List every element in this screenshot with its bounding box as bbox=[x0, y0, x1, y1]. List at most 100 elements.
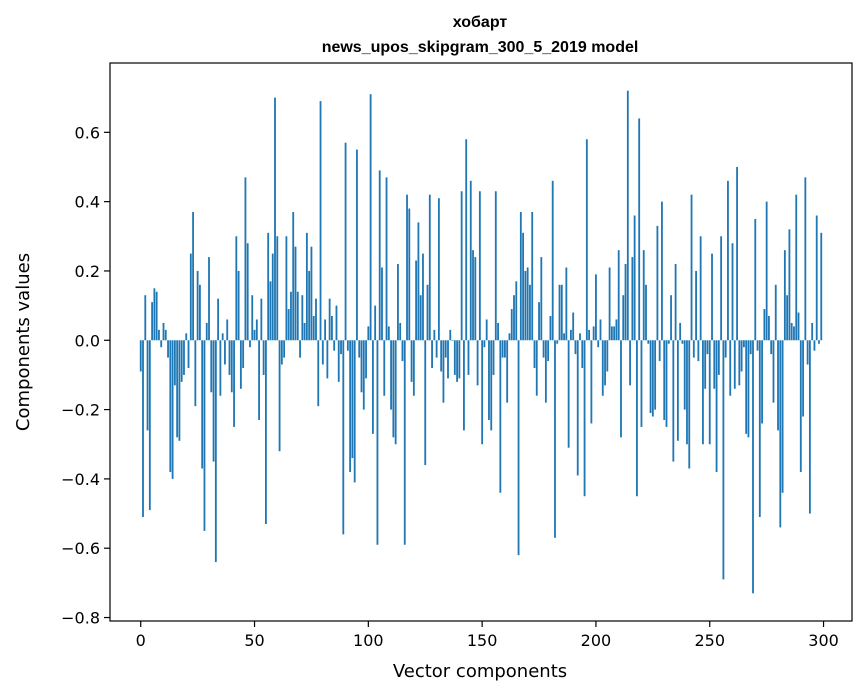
bar bbox=[483, 340, 486, 348]
bar bbox=[581, 340, 584, 368]
bar bbox=[403, 340, 406, 545]
bar bbox=[713, 340, 716, 389]
bar bbox=[144, 295, 147, 341]
bar bbox=[683, 340, 686, 410]
bar bbox=[551, 180, 554, 341]
bar bbox=[544, 340, 547, 403]
bar bbox=[374, 305, 377, 341]
bar bbox=[490, 340, 493, 431]
x-tick-label: 300 bbox=[808, 631, 839, 650]
bar bbox=[453, 340, 456, 375]
bar bbox=[474, 257, 477, 341]
bar bbox=[333, 340, 336, 351]
bar bbox=[146, 340, 149, 431]
bar bbox=[752, 340, 754, 594]
bar bbox=[178, 340, 181, 441]
bar bbox=[717, 340, 720, 375]
bar bbox=[192, 212, 194, 341]
bar bbox=[458, 340, 461, 379]
bar bbox=[758, 340, 761, 518]
bar bbox=[351, 340, 354, 459]
bar bbox=[599, 319, 602, 341]
bar bbox=[702, 340, 704, 445]
bar bbox=[280, 340, 283, 365]
bar bbox=[449, 329, 452, 341]
bar bbox=[654, 340, 657, 410]
bar bbox=[431, 340, 433, 368]
bar bbox=[622, 295, 625, 341]
bar bbox=[560, 284, 563, 341]
x-axis-label: Vector components bbox=[393, 661, 567, 682]
bar bbox=[383, 340, 386, 396]
bar bbox=[205, 322, 208, 341]
bar bbox=[262, 340, 265, 375]
bar bbox=[579, 333, 581, 341]
bar bbox=[460, 191, 463, 341]
bar bbox=[187, 340, 190, 368]
bar bbox=[219, 340, 222, 396]
bar bbox=[365, 340, 367, 379]
bar bbox=[813, 340, 816, 351]
bar bbox=[747, 340, 750, 438]
bar bbox=[294, 246, 297, 341]
bar bbox=[665, 340, 668, 427]
bar bbox=[422, 253, 424, 341]
bar bbox=[820, 232, 823, 341]
bar bbox=[488, 340, 490, 420]
bar bbox=[804, 177, 807, 341]
bar bbox=[426, 284, 429, 341]
bar bbox=[244, 177, 247, 341]
bar bbox=[631, 257, 634, 341]
bar bbox=[142, 340, 144, 518]
bar bbox=[481, 340, 484, 445]
bar bbox=[271, 253, 274, 341]
bar bbox=[155, 291, 158, 341]
bar bbox=[463, 340, 465, 431]
bar bbox=[569, 329, 572, 341]
bar bbox=[808, 340, 811, 514]
bar bbox=[371, 340, 374, 434]
bar bbox=[754, 218, 757, 341]
bar bbox=[772, 340, 775, 403]
bar bbox=[198, 284, 201, 341]
bar bbox=[292, 212, 295, 341]
bar bbox=[151, 302, 154, 341]
bar bbox=[535, 340, 538, 396]
y-tick-label: 0.2 bbox=[75, 262, 100, 281]
bar bbox=[656, 225, 659, 341]
bar bbox=[478, 191, 481, 341]
y-axis-ticks: −0.8 −0.6 −0.4 −0.2 0.0 0.2 0.4 0.6 bbox=[61, 123, 110, 628]
bar bbox=[629, 340, 631, 386]
bar bbox=[239, 340, 242, 389]
bar bbox=[194, 340, 197, 407]
bar bbox=[508, 333, 511, 341]
bar bbox=[497, 322, 499, 341]
bar bbox=[722, 340, 725, 580]
bar bbox=[763, 309, 766, 341]
bar bbox=[510, 309, 513, 341]
bar bbox=[358, 340, 361, 358]
y-tick-label: 0.0 bbox=[75, 331, 100, 350]
bar bbox=[697, 340, 700, 362]
bar bbox=[790, 322, 793, 341]
bar bbox=[224, 340, 226, 365]
bar bbox=[399, 322, 402, 341]
bar bbox=[615, 319, 618, 341]
bar bbox=[385, 177, 388, 341]
bar bbox=[738, 340, 741, 386]
bar bbox=[729, 340, 732, 396]
bar bbox=[597, 340, 600, 348]
bar bbox=[381, 267, 383, 341]
bar bbox=[210, 340, 213, 393]
bar bbox=[795, 194, 798, 341]
bar bbox=[601, 340, 604, 396]
bar bbox=[613, 326, 616, 341]
y-axis-label: Components values bbox=[13, 253, 34, 431]
bar bbox=[663, 340, 666, 420]
bar bbox=[788, 229, 791, 341]
bar bbox=[356, 149, 358, 341]
bar bbox=[633, 215, 636, 341]
bar bbox=[283, 340, 286, 358]
bar bbox=[554, 340, 556, 538]
bar bbox=[203, 340, 206, 531]
